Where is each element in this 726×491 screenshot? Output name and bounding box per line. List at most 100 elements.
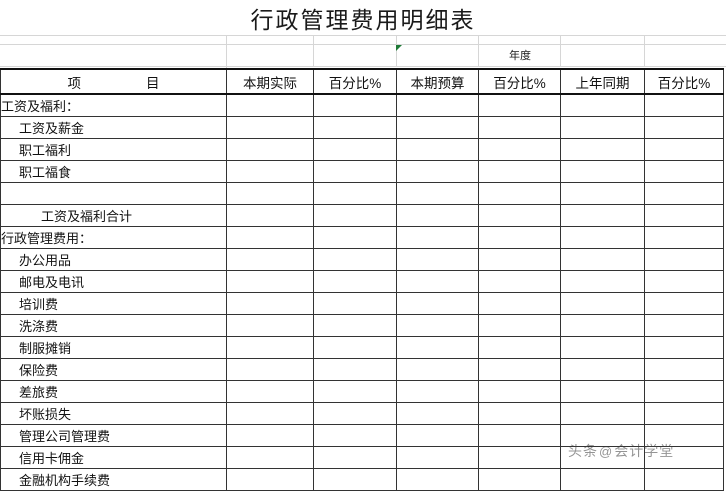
row-value-cell[interactable] bbox=[313, 93, 397, 117]
row-value-cell[interactable] bbox=[313, 204, 397, 227]
row-value-cell[interactable] bbox=[226, 204, 314, 227]
row-value-cell[interactable] bbox=[313, 226, 397, 249]
row-value-cell[interactable] bbox=[560, 138, 645, 161]
row-value-cell[interactable] bbox=[313, 336, 397, 359]
row-label-cell[interactable]: 工资及福利： bbox=[0, 93, 227, 117]
row-value-cell[interactable] bbox=[226, 138, 314, 161]
row-value-cell[interactable] bbox=[644, 446, 724, 469]
row-value-cell[interactable] bbox=[226, 160, 314, 183]
row-label-cell[interactable]: 管理公司管理费 bbox=[0, 424, 227, 447]
row-label-cell[interactable]: 差旅费 bbox=[0, 380, 227, 403]
row-value-cell[interactable] bbox=[644, 314, 724, 337]
row-value-cell[interactable] bbox=[560, 314, 645, 337]
row-value-cell[interactable] bbox=[396, 292, 479, 315]
row-value-cell[interactable] bbox=[560, 182, 645, 205]
row-value-cell[interactable] bbox=[396, 93, 479, 117]
row-value-cell[interactable] bbox=[313, 116, 397, 139]
row-label-cell[interactable]: 信用卡佣金 bbox=[0, 446, 227, 469]
row-value-cell[interactable] bbox=[313, 292, 397, 315]
row-value-cell[interactable] bbox=[644, 226, 724, 249]
row-value-cell[interactable] bbox=[478, 380, 561, 403]
row-value-cell[interactable] bbox=[313, 160, 397, 183]
row-value-cell[interactable] bbox=[644, 292, 724, 315]
row-value-cell[interactable] bbox=[226, 270, 314, 293]
row-value-cell[interactable] bbox=[396, 446, 479, 469]
row-value-cell[interactable] bbox=[313, 182, 397, 205]
row-value-cell[interactable] bbox=[478, 402, 561, 425]
row-value-cell[interactable] bbox=[226, 182, 314, 205]
row-value-cell[interactable] bbox=[560, 380, 645, 403]
row-value-cell[interactable] bbox=[644, 336, 724, 359]
row-value-cell[interactable] bbox=[478, 160, 561, 183]
row-label-cell[interactable]: 保险费 bbox=[0, 358, 227, 381]
row-value-cell[interactable] bbox=[396, 226, 479, 249]
row-value-cell[interactable] bbox=[478, 424, 561, 447]
row-value-cell[interactable] bbox=[313, 424, 397, 447]
row-value-cell[interactable] bbox=[644, 358, 724, 381]
row-value-cell[interactable] bbox=[226, 336, 314, 359]
row-value-cell[interactable] bbox=[644, 402, 724, 425]
row-value-cell[interactable] bbox=[560, 204, 645, 227]
row-value-cell[interactable] bbox=[644, 138, 724, 161]
row-value-cell[interactable] bbox=[478, 336, 561, 359]
row-value-cell[interactable] bbox=[226, 314, 314, 337]
row-value-cell[interactable] bbox=[644, 93, 724, 117]
row-value-cell[interactable] bbox=[478, 248, 561, 271]
row-value-cell[interactable] bbox=[560, 446, 645, 469]
row-value-cell[interactable] bbox=[396, 468, 479, 491]
row-value-cell[interactable] bbox=[560, 468, 645, 491]
row-label-cell[interactable]: 邮电及电讯 bbox=[0, 270, 227, 293]
row-value-cell[interactable] bbox=[396, 248, 479, 271]
row-value-cell[interactable] bbox=[313, 468, 397, 491]
row-label-cell[interactable] bbox=[0, 182, 227, 205]
row-label-cell[interactable]: 金融机构手续费 bbox=[0, 468, 227, 491]
row-value-cell[interactable] bbox=[226, 424, 314, 447]
row-value-cell[interactable] bbox=[396, 380, 479, 403]
row-value-cell[interactable] bbox=[478, 446, 561, 469]
row-value-cell[interactable] bbox=[396, 314, 479, 337]
row-value-cell[interactable] bbox=[226, 248, 314, 271]
row-value-cell[interactable] bbox=[313, 248, 397, 271]
row-value-cell[interactable] bbox=[313, 314, 397, 337]
row-value-cell[interactable] bbox=[396, 116, 479, 139]
row-value-cell[interactable] bbox=[478, 138, 561, 161]
row-value-cell[interactable] bbox=[644, 468, 724, 491]
row-value-cell[interactable] bbox=[560, 424, 645, 447]
row-value-cell[interactable] bbox=[560, 336, 645, 359]
row-value-cell[interactable] bbox=[396, 358, 479, 381]
row-value-cell[interactable] bbox=[226, 402, 314, 425]
row-value-cell[interactable] bbox=[644, 270, 724, 293]
row-value-cell[interactable] bbox=[226, 116, 314, 139]
row-value-cell[interactable] bbox=[560, 270, 645, 293]
row-value-cell[interactable] bbox=[313, 402, 397, 425]
row-value-cell[interactable] bbox=[313, 380, 397, 403]
row-value-cell[interactable] bbox=[226, 468, 314, 491]
row-value-cell[interactable] bbox=[644, 204, 724, 227]
row-value-cell[interactable] bbox=[478, 270, 561, 293]
row-label-cell[interactable]: 工资及薪金 bbox=[0, 116, 227, 139]
row-value-cell[interactable] bbox=[226, 380, 314, 403]
row-value-cell[interactable] bbox=[478, 468, 561, 491]
row-value-cell[interactable] bbox=[396, 424, 479, 447]
row-value-cell[interactable] bbox=[478, 204, 561, 227]
row-value-cell[interactable] bbox=[478, 226, 561, 249]
row-value-cell[interactable] bbox=[560, 248, 645, 271]
row-label-cell[interactable]: 洗涤费 bbox=[0, 314, 227, 337]
row-value-cell[interactable] bbox=[478, 182, 561, 205]
row-value-cell[interactable] bbox=[644, 116, 724, 139]
row-label-cell[interactable]: 工资及福利合计 bbox=[0, 204, 227, 227]
row-value-cell[interactable] bbox=[313, 446, 397, 469]
row-value-cell[interactable] bbox=[396, 204, 479, 227]
row-value-cell[interactable] bbox=[226, 358, 314, 381]
row-label-cell[interactable]: 培训费 bbox=[0, 292, 227, 315]
row-value-cell[interactable] bbox=[478, 314, 561, 337]
row-value-cell[interactable] bbox=[478, 358, 561, 381]
row-value-cell[interactable] bbox=[226, 93, 314, 117]
row-label-cell[interactable]: 办公用品 bbox=[0, 248, 227, 271]
row-value-cell[interactable] bbox=[396, 182, 479, 205]
row-value-cell[interactable] bbox=[644, 160, 724, 183]
row-value-cell[interactable] bbox=[644, 182, 724, 205]
row-value-cell[interactable] bbox=[560, 116, 645, 139]
row-label-cell[interactable]: 行政管理费用： bbox=[0, 226, 227, 249]
row-value-cell[interactable] bbox=[396, 270, 479, 293]
